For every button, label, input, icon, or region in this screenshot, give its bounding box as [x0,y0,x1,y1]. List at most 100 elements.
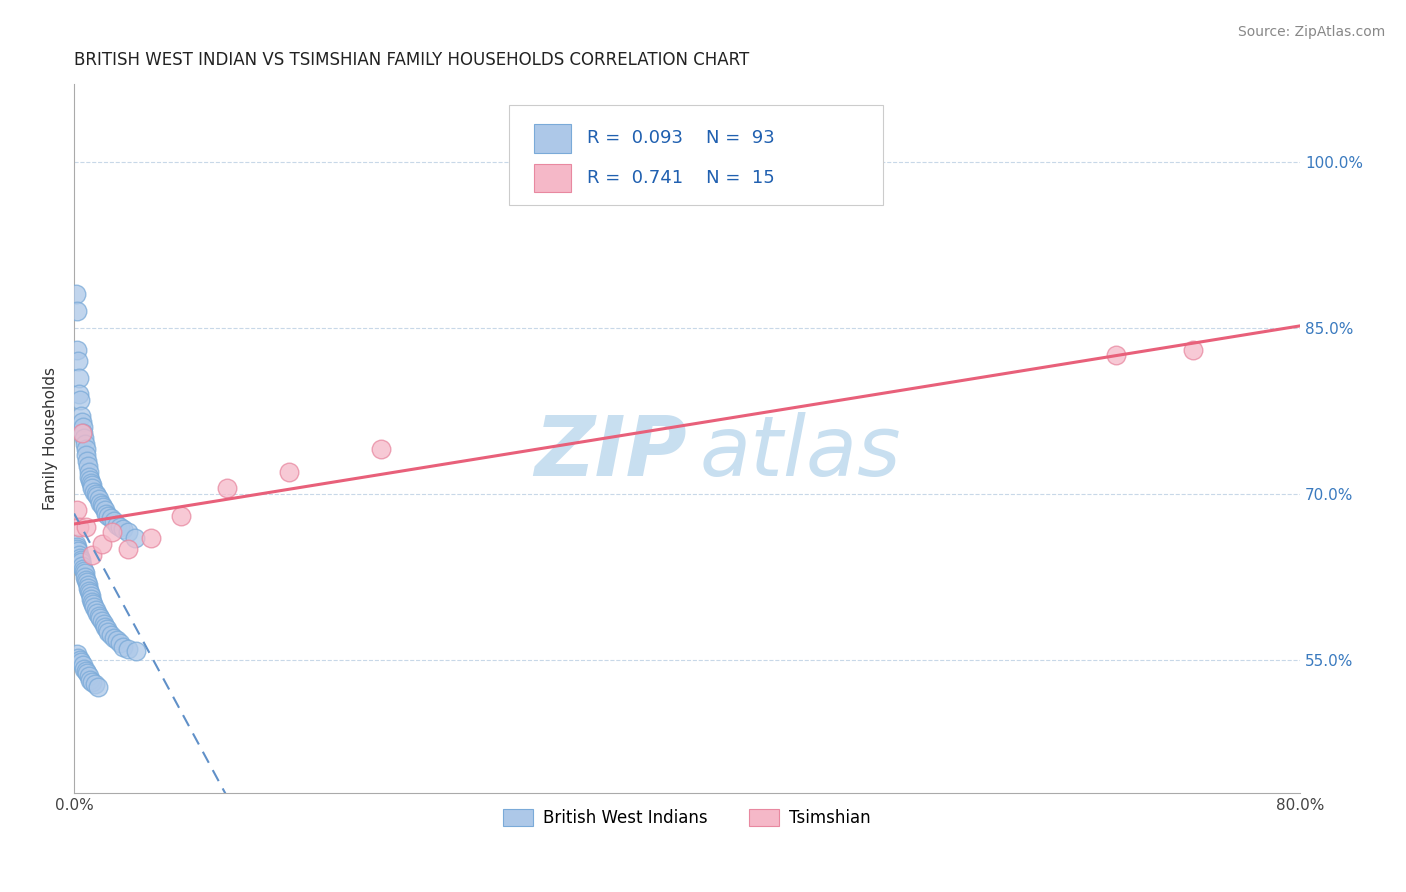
Point [75,573,97,587]
Point [117,641,139,656]
Point [73,437,96,451]
Point [66,343,89,357]
Point [1181,343,1204,357]
Point [80,478,103,492]
Point [73,566,96,581]
Point [97,625,120,640]
Point [93,503,115,517]
Point [84,487,107,501]
Point [117,525,139,540]
Point [112,522,135,536]
Point [66,304,89,318]
Point [139,531,162,545]
Text: Source: ZipAtlas.com: Source: ZipAtlas.com [1237,25,1385,39]
Point [103,631,125,645]
Point [96,622,118,636]
Point [84,603,107,617]
Point [75,570,97,584]
Point [110,636,132,650]
Point [65,536,87,550]
Point [97,508,120,523]
Point [67,650,90,665]
Point [67,370,90,384]
Point [89,611,111,625]
FancyBboxPatch shape [509,105,883,204]
Point [86,607,108,621]
Point [76,666,98,681]
Point [84,677,107,691]
Point [125,644,148,658]
Point [67,544,90,558]
Point [80,475,103,490]
Point [117,542,139,557]
Point [76,577,98,591]
Point [75,448,97,462]
Point [69,387,91,401]
Text: ZIP: ZIP [534,412,688,493]
Point [79,470,101,484]
Point [70,409,93,424]
Point [70,655,93,669]
Point [86,489,108,503]
Point [1105,348,1128,362]
Point [96,507,118,521]
Point [69,653,91,667]
Point [65,647,87,661]
Point [76,453,98,467]
Point [75,520,97,534]
Point [101,525,124,540]
Point [65,287,87,301]
Text: BRITISH WEST INDIAN VS TSIMSHIAN FAMILY HOUSEHOLDS CORRELATION CHART: BRITISH WEST INDIAN VS TSIMSHIAN FAMILY … [75,51,749,69]
Point [69,392,91,407]
Point [72,420,94,434]
Text: atlas: atlas [699,412,901,493]
Point [93,617,115,632]
Point [170,508,193,523]
Point [217,481,239,495]
Point [72,562,94,576]
Point [66,540,89,554]
Point [79,586,101,600]
Point [103,515,125,529]
Point [77,669,100,683]
Point [69,551,91,566]
Point [69,553,91,567]
Point [79,589,101,603]
Point [83,484,105,499]
Point [87,608,110,623]
Point [82,481,104,495]
Text: R =  0.741    N =  15: R = 0.741 N = 15 [586,169,775,187]
Point [79,474,101,488]
Point [70,555,93,569]
FancyBboxPatch shape [534,164,571,192]
Point [80,675,103,690]
Point [105,517,128,532]
Point [77,458,100,473]
Point [82,598,104,612]
Point [100,628,122,642]
Point [77,465,100,479]
Point [66,354,89,368]
Point [70,425,93,440]
Point [94,619,117,633]
Point [67,548,90,562]
Point [72,564,94,578]
Point [66,542,89,557]
Point [87,492,110,507]
Point [112,640,135,654]
Point [124,531,146,545]
Point [77,581,100,595]
Point [66,503,89,517]
Point [277,465,299,479]
Legend: British West Indians, Tsimshian: British West Indians, Tsimshian [496,803,877,834]
Y-axis label: Family Households: Family Households [44,367,58,510]
Point [82,595,104,609]
FancyBboxPatch shape [534,124,571,153]
Point [70,558,93,573]
Point [79,673,101,687]
Point [73,431,96,445]
Point [70,415,93,429]
Point [76,575,98,590]
Text: R =  0.093    N =  93: R = 0.093 N = 93 [586,129,775,147]
Point [89,495,111,509]
